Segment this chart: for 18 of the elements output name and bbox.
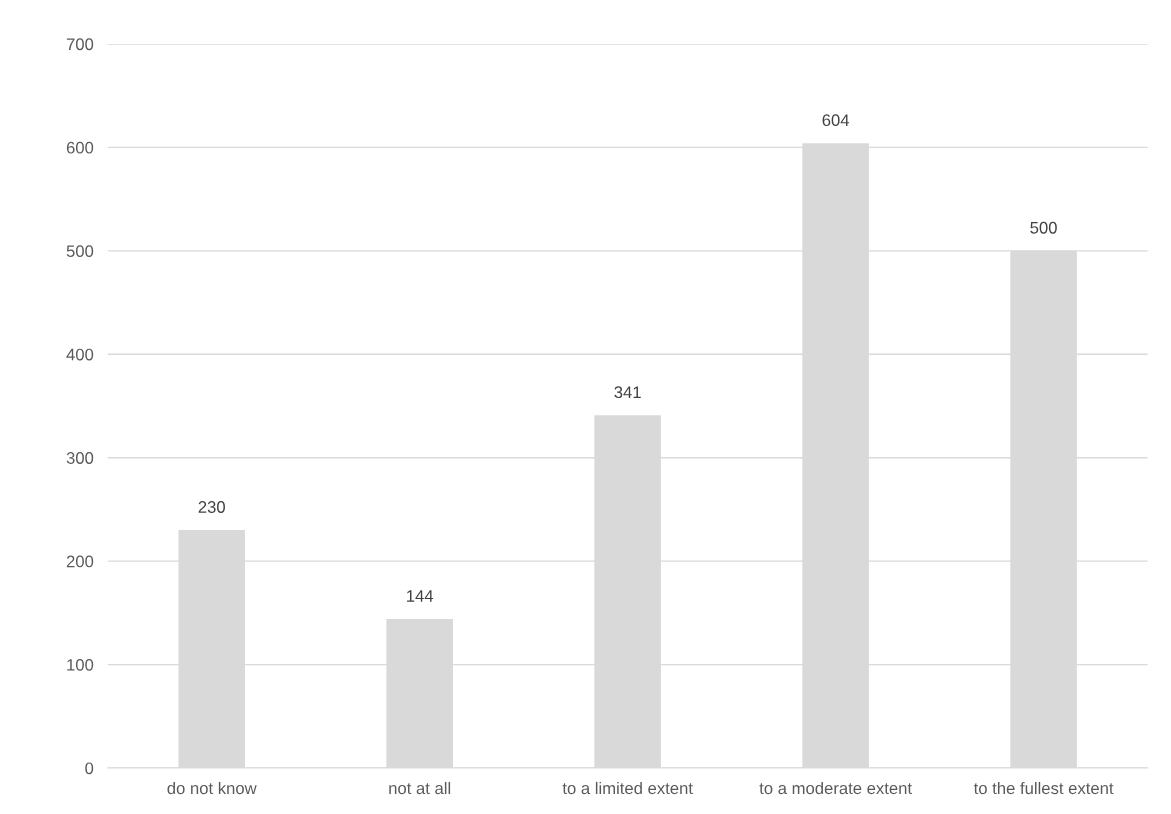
y-tick-label: 100: [67, 658, 94, 671]
x-tick-label: do not know: [167, 781, 257, 795]
y-tick-label: 600: [66, 141, 94, 154]
data-label: 604: [822, 114, 850, 127]
y-tick-label: 300: [66, 452, 94, 464]
data-label: 341: [614, 386, 641, 399]
y-tick-label: 0: [85, 762, 94, 775]
y-tick-label: 700: [66, 38, 94, 51]
x-tick-label: to a limited extent: [562, 781, 693, 795]
x-tick-label: to the fullest extent: [973, 781, 1114, 795]
data-label: 230: [198, 501, 225, 513]
x-tick-label: to a moderate extent: [759, 781, 912, 795]
y-tick-label: 500: [66, 245, 94, 258]
y-tick-label: 200: [66, 555, 94, 568]
data-label: 500: [1030, 221, 1057, 234]
data-label: 144: [407, 590, 434, 602]
x-tick-label: not at all: [389, 781, 451, 795]
y-tick-label: 400: [66, 348, 94, 361]
